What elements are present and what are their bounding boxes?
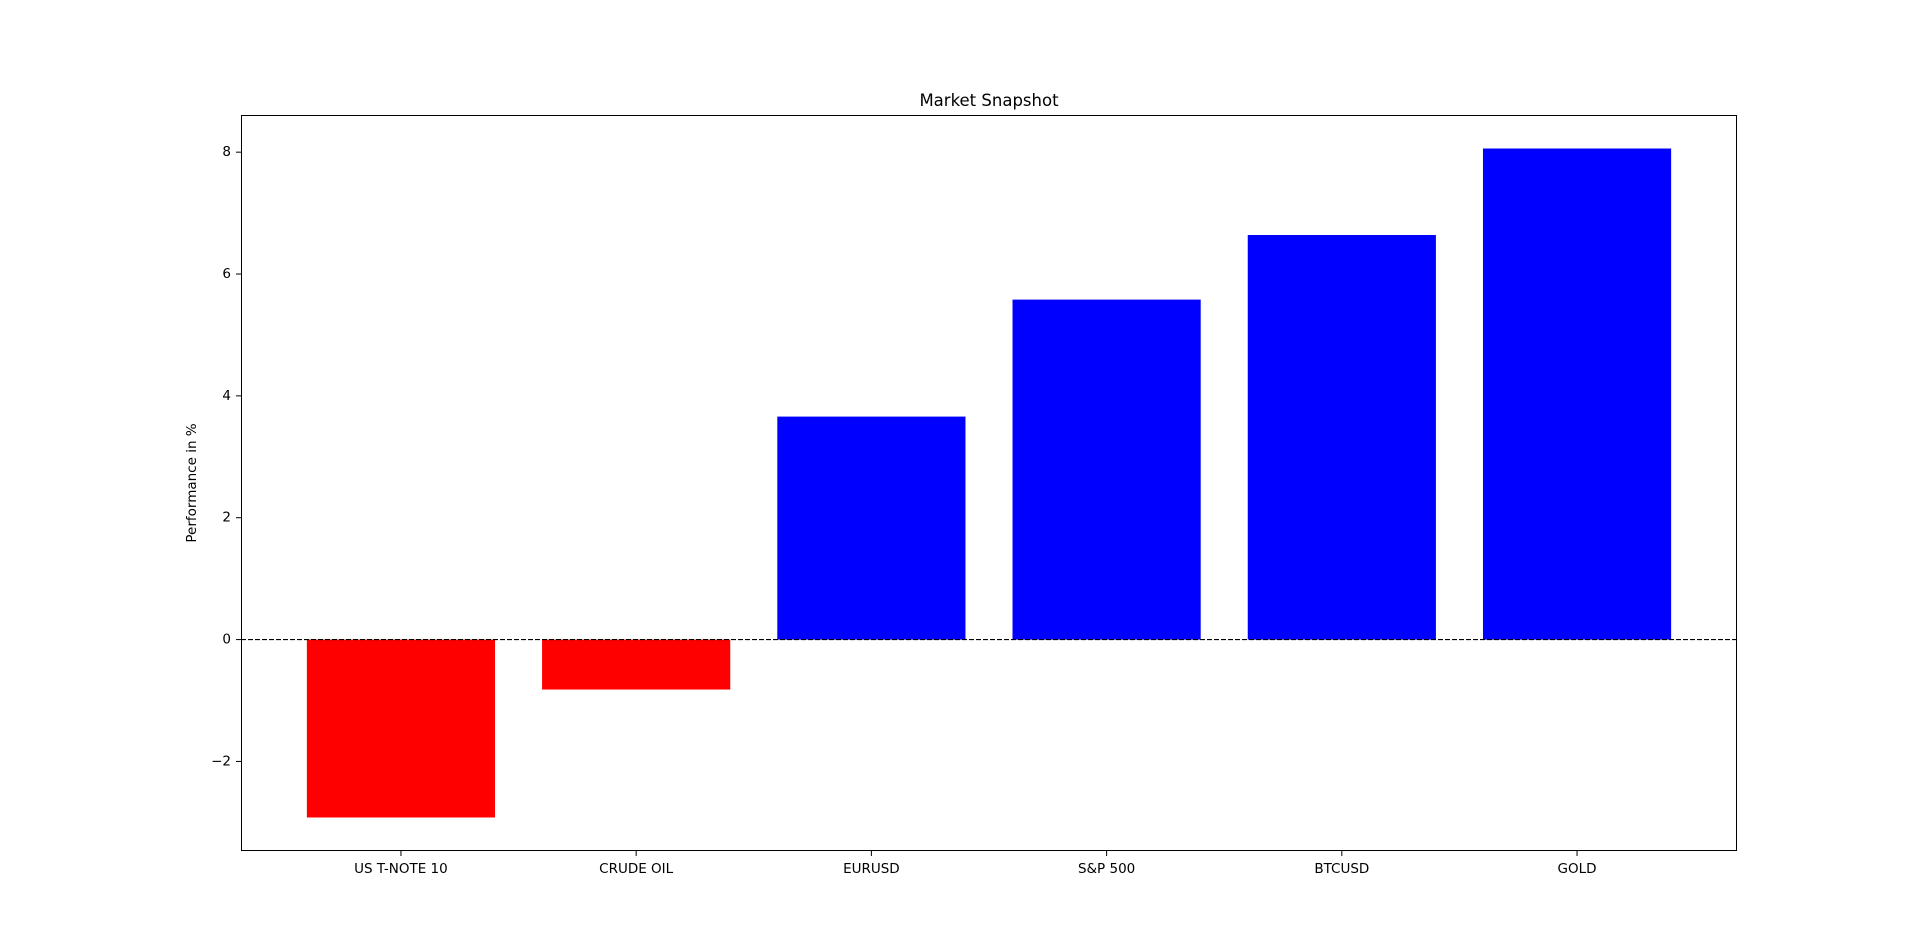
y-tick-label: 2 (222, 510, 231, 526)
x-tick-label: CRUDE OIL (599, 861, 674, 877)
y-tick-label: 8 (222, 144, 231, 160)
y-tick-label: 4 (222, 388, 231, 404)
bar-btcusd (1247, 235, 1436, 640)
bar-eurusd (777, 416, 966, 640)
plot-area-frame (241, 115, 1737, 851)
y-tick-label: −2 (211, 753, 231, 769)
x-axis: US T-NOTE 10 CRUDE OIL EURUSD S&P 500 BTCUSD… (354, 851, 1597, 877)
bar-s-p-500 (1012, 299, 1201, 640)
y-axis: −2 0 2 4 6 8 (211, 144, 241, 769)
y-tick-label: 0 (222, 632, 231, 648)
x-tick-label: US T-NOTE 10 (354, 861, 448, 877)
bar-us-t-note-10 (306, 639, 496, 818)
bar-crude-oil (542, 639, 731, 690)
bars-layer (306, 148, 1672, 818)
x-tick-label: EURUSD (843, 861, 900, 877)
y-axis-title: Performance in % (184, 423, 200, 542)
x-tick-label: BTCUSD (1314, 861, 1369, 877)
x-tick-label: GOLD (1558, 861, 1597, 877)
chart-title: Market Snapshot (919, 91, 1059, 110)
x-tick-label: S&P 500 (1078, 861, 1135, 877)
bar-gold (1482, 148, 1672, 640)
y-tick-label: 6 (222, 266, 231, 282)
